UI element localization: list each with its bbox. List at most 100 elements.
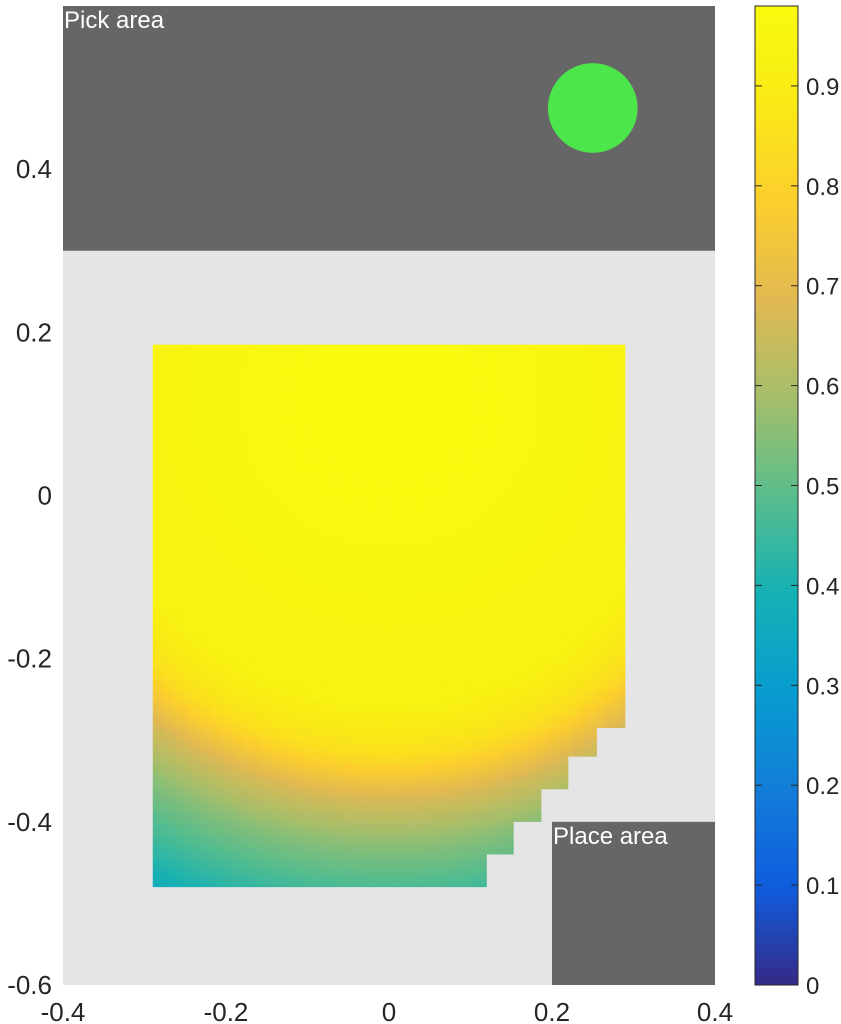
field-cell bbox=[530, 488, 538, 496]
field-cell bbox=[332, 446, 340, 454]
field-cell bbox=[566, 578, 574, 586]
field-cell bbox=[254, 494, 262, 502]
field-cell bbox=[248, 584, 256, 592]
field-cell bbox=[536, 620, 544, 628]
field-cell bbox=[296, 416, 304, 424]
field-cell bbox=[332, 698, 340, 706]
field-cell bbox=[608, 572, 616, 580]
field-cell bbox=[452, 710, 460, 718]
field-cell bbox=[248, 440, 256, 448]
field-cell bbox=[332, 662, 340, 670]
field-cell bbox=[326, 356, 334, 364]
field-cell bbox=[374, 398, 382, 406]
field-cell bbox=[596, 536, 604, 544]
field-cell bbox=[530, 482, 538, 490]
field-cell bbox=[272, 578, 280, 586]
field-cell bbox=[284, 542, 292, 550]
field-cell bbox=[590, 614, 598, 622]
field-cell bbox=[560, 362, 568, 370]
field-cell bbox=[620, 608, 626, 616]
field-cell bbox=[476, 452, 484, 460]
field-cell bbox=[152, 656, 160, 664]
field-cell bbox=[326, 404, 334, 412]
field-cell bbox=[548, 626, 556, 634]
field-cell bbox=[488, 632, 496, 640]
field-cell bbox=[416, 674, 424, 682]
field-cell bbox=[548, 656, 556, 664]
field-cell bbox=[332, 464, 340, 472]
field-cell bbox=[452, 674, 460, 682]
field-cell bbox=[620, 386, 626, 394]
field-cell bbox=[440, 494, 448, 502]
field-cell bbox=[500, 380, 508, 388]
field-cell bbox=[158, 500, 166, 508]
field-cell bbox=[302, 596, 310, 604]
field-cell bbox=[530, 464, 538, 472]
field-cell bbox=[170, 566, 178, 574]
field-cell bbox=[386, 566, 394, 574]
field-cell bbox=[614, 668, 622, 676]
field-cell bbox=[602, 428, 610, 436]
field-cell bbox=[296, 440, 304, 448]
field-cell bbox=[470, 500, 478, 508]
field-cell bbox=[398, 362, 406, 370]
field-cell bbox=[380, 464, 388, 472]
field-cell bbox=[608, 452, 616, 460]
field-cell bbox=[158, 554, 166, 562]
field-cell bbox=[182, 344, 190, 352]
field-cell bbox=[356, 536, 364, 544]
field-cell bbox=[320, 530, 328, 538]
field-cell bbox=[242, 500, 250, 508]
field-cell bbox=[248, 704, 256, 712]
field-cell bbox=[422, 512, 430, 520]
field-cell bbox=[356, 638, 364, 646]
field-cell bbox=[488, 416, 496, 424]
field-cell bbox=[482, 410, 490, 418]
field-cell bbox=[620, 530, 626, 538]
field-cell bbox=[350, 566, 358, 574]
field-cell bbox=[614, 698, 622, 706]
field-cell bbox=[236, 518, 244, 526]
field-cell bbox=[476, 644, 484, 652]
field-cell bbox=[476, 380, 484, 388]
field-cell bbox=[404, 368, 412, 376]
field-cell bbox=[218, 572, 226, 580]
field-cell bbox=[356, 698, 364, 706]
field-cell bbox=[494, 410, 502, 418]
field-cell bbox=[482, 692, 490, 700]
field-cell bbox=[620, 458, 626, 466]
field-cell bbox=[554, 452, 562, 460]
field-cell bbox=[590, 500, 598, 508]
field-cell bbox=[536, 446, 544, 454]
field-cell bbox=[152, 344, 160, 352]
field-cell bbox=[170, 404, 178, 412]
field-cell bbox=[518, 716, 526, 724]
field-cell bbox=[422, 440, 430, 448]
field-cell bbox=[158, 434, 166, 442]
field-cell bbox=[176, 428, 184, 436]
field-cell bbox=[266, 578, 274, 586]
field-cell bbox=[578, 536, 586, 544]
field-cell bbox=[398, 608, 406, 616]
field-cell bbox=[428, 374, 436, 382]
field-cell bbox=[224, 644, 232, 652]
field-cell bbox=[182, 494, 190, 502]
field-cell bbox=[284, 680, 292, 688]
field-cell bbox=[248, 380, 256, 388]
field-cell bbox=[254, 452, 262, 460]
field-cell bbox=[266, 446, 274, 454]
field-cell bbox=[302, 590, 310, 598]
field-cell bbox=[242, 524, 250, 532]
field-cell bbox=[152, 710, 160, 718]
field-cell bbox=[530, 368, 538, 376]
field-cell bbox=[266, 566, 274, 574]
field-cell bbox=[434, 398, 442, 406]
field-cell bbox=[260, 356, 268, 364]
field-cell bbox=[566, 608, 574, 616]
field-cell bbox=[590, 710, 598, 718]
field-cell bbox=[254, 590, 262, 598]
field-cell bbox=[362, 644, 370, 652]
field-cell bbox=[326, 548, 334, 556]
field-cell bbox=[194, 626, 202, 634]
field-cell bbox=[398, 494, 406, 502]
